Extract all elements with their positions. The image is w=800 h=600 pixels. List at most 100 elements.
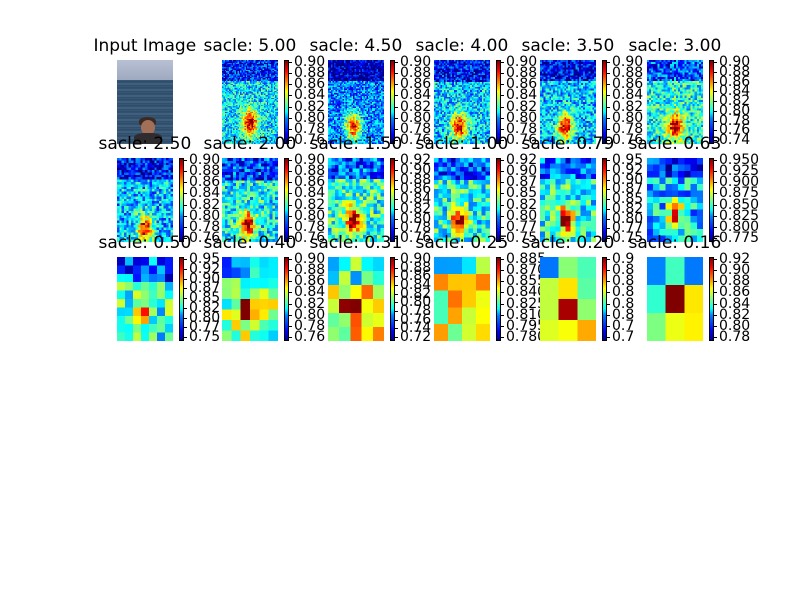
colorbar-tick-label: 0.90 [294, 251, 326, 267]
colorbar-tick-mark [288, 95, 292, 96]
colorbar-tick-mark [288, 160, 292, 161]
colorbar-tick-label: 0.82 [400, 201, 432, 217]
panel-title: sacle: 1.00 [415, 134, 509, 154]
colorbar-tick-mark [500, 238, 504, 239]
colorbar-tick-label: 0.86 [294, 76, 326, 92]
colorbar [602, 60, 607, 144]
colorbar-tick-label: 0.82 [189, 300, 221, 316]
colorbar-tick-label: 0.86 [719, 284, 751, 300]
panel-title: sacle: 0.40 [203, 233, 297, 253]
colorbar-tick-mark [394, 189, 398, 190]
colorbar-tick-label: 0.80 [506, 110, 538, 126]
colorbar-tick-label: 0.74 [400, 320, 432, 336]
colorbar-tick-mark [606, 170, 610, 171]
colorbar-tick-mark [606, 199, 610, 200]
colorbar-tick-label: 0.900 [719, 174, 760, 190]
colorbar-tick-label: 0.850 [719, 197, 760, 213]
colorbar-tick-mark [394, 95, 398, 96]
heatmap-canvas [328, 257, 384, 341]
colorbar-tick-label: 0.88 [400, 65, 432, 81]
colorbar-tick-mark [288, 129, 292, 130]
colorbar-tick-mark [606, 73, 610, 74]
colorbar [709, 257, 714, 341]
colorbar-tick-mark [394, 140, 398, 141]
colorbar-tick-mark [713, 101, 717, 102]
colorbar-tick-label: 0.870 [506, 262, 547, 278]
colorbar-tick-mark [288, 140, 292, 141]
panel-title: sacle: 4.00 [415, 36, 509, 56]
colorbar-tick-label: 0.8 [612, 284, 635, 300]
input-image [117, 60, 173, 144]
colorbar-tick-mark [606, 238, 610, 239]
heatmap-canvas [117, 158, 173, 242]
colorbar-tick-label: 0.92 [612, 162, 644, 178]
colorbar-tick-label: 0.82 [719, 307, 751, 323]
colorbar-tick-label: 0.82 [612, 99, 644, 115]
colorbar-tick-mark [288, 107, 292, 108]
panel-title: sacle: 3.50 [521, 36, 615, 56]
colorbar-tick-label: 0.855 [506, 273, 547, 289]
colorbar-tick-label: 0.86 [400, 76, 432, 92]
colorbar-tick-mark [606, 337, 610, 338]
colorbar-tick-mark [288, 193, 292, 194]
colorbar [496, 257, 501, 341]
heatmap-canvas [647, 158, 703, 242]
colorbar-tick-label: 0.82 [506, 99, 538, 115]
colorbar [390, 60, 395, 144]
colorbar-tick-label: 0.80 [400, 110, 432, 126]
colorbar-tick-mark [394, 180, 398, 181]
heatmap [328, 158, 384, 242]
colorbar-tick-mark [606, 160, 610, 161]
colorbar-tick-mark [394, 228, 398, 229]
colorbar-tick-mark [606, 259, 610, 260]
heatmap-canvas [222, 60, 278, 144]
colorbar-tick-label: 0.76 [506, 132, 538, 148]
colorbar-tick-mark [713, 227, 717, 228]
colorbar-tick-mark [394, 302, 398, 303]
colorbar-tick-label: 0.85 [612, 191, 644, 207]
panel-title: sacle: 0.31 [309, 233, 403, 253]
colorbar-tick-mark [183, 160, 187, 161]
colorbar-tick-mark [500, 315, 504, 316]
colorbar-tick-mark [183, 269, 187, 270]
colorbar-tick-mark [713, 140, 717, 141]
colorbar-tick-label: 0.84 [189, 185, 221, 201]
colorbar-tick-label: 0.84 [400, 277, 432, 293]
colorbar-tick-mark [713, 205, 717, 206]
colorbar-tick-mark [288, 205, 292, 206]
heatmap-canvas [222, 158, 278, 242]
colorbar-tick-mark [500, 193, 504, 194]
colorbar-tick-label: 0.77 [612, 220, 644, 236]
colorbar-tick-label: 0.76 [400, 312, 432, 328]
heatmap [434, 60, 490, 144]
colorbar-tick-mark [394, 285, 398, 286]
colorbar-tick-label: 0.88 [719, 64, 751, 80]
colorbar-tick-mark [713, 238, 717, 239]
colorbar-tick-label: 0.76 [294, 230, 326, 246]
colorbar-tick-label: 0.90 [612, 54, 644, 70]
colorbar-tick-mark [713, 193, 717, 194]
colorbar-tick-mark [713, 130, 717, 131]
colorbar-tick-mark [500, 171, 504, 172]
colorbar-tick-label: 0.84 [400, 191, 432, 207]
panel-title: Input Image [93, 36, 197, 56]
colorbar-tick-mark [394, 73, 398, 74]
colorbar-tick-mark [288, 182, 292, 183]
colorbar-tick-mark [288, 62, 292, 63]
colorbar-tick-label: 0.78 [612, 121, 644, 137]
heatmap-canvas [647, 257, 703, 341]
colorbar-tick-mark [606, 140, 610, 141]
colorbar [284, 60, 289, 144]
colorbar-tick-label: 0.840 [506, 284, 547, 300]
colorbar-tick-mark [606, 209, 610, 210]
colorbar-tick-label: 0.85 [506, 185, 538, 201]
colorbar-tick-mark [713, 182, 717, 183]
colorbar-tick-mark [288, 292, 292, 293]
colorbar-tick-mark [183, 171, 187, 172]
colorbar-tick-mark [288, 171, 292, 172]
colorbar-tick-label: 0.92 [400, 152, 432, 168]
colorbar-tick-mark [500, 216, 504, 217]
colorbar-tick-label: 0.780 [506, 329, 547, 345]
colorbar-tick-label: 0.76 [400, 132, 432, 148]
colorbar-tick-mark [394, 238, 398, 239]
